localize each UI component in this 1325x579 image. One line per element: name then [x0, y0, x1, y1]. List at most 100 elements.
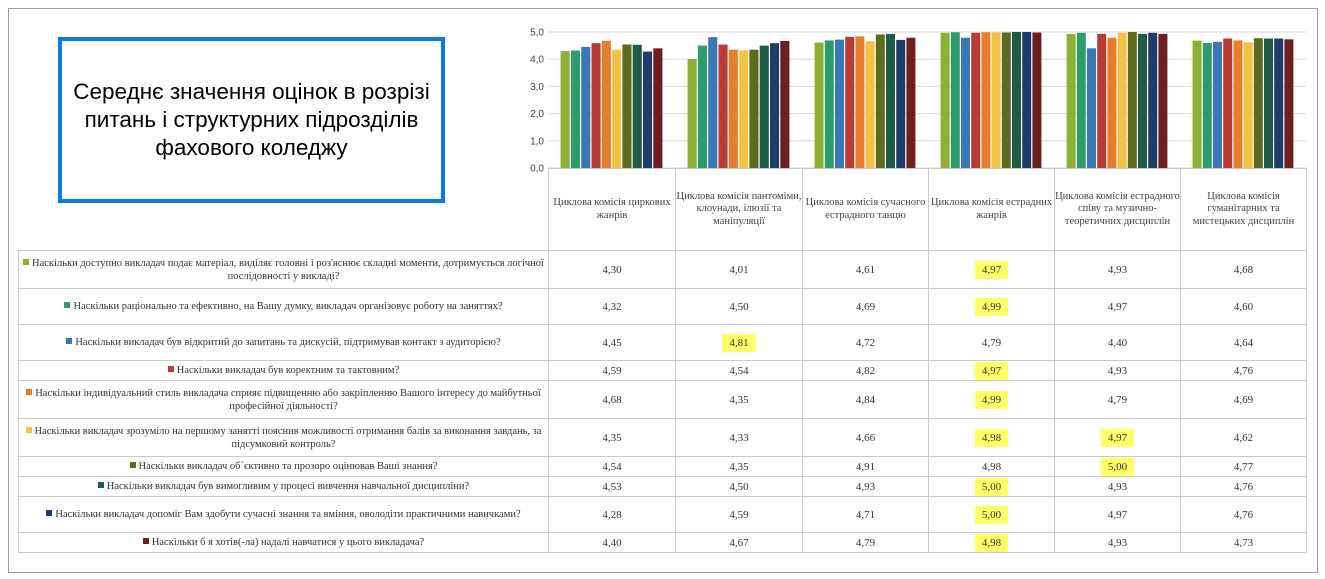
table-row: Наскільки б я хотів(-ла) надалі навчатис…: [18, 532, 1307, 553]
value-label: 4,97: [1100, 428, 1135, 447]
y-tick-label: 2,0: [530, 109, 544, 120]
value-label: 4,64: [1233, 336, 1254, 349]
legend-swatch: [46, 510, 53, 516]
bar: [1022, 32, 1032, 168]
value-cell: 4,40: [1054, 324, 1181, 361]
value-cell: 4,35: [548, 418, 676, 457]
bar: [1192, 40, 1202, 169]
value-label: 4,97: [974, 361, 1009, 380]
bar: [1012, 32, 1021, 168]
category-header: Циклова комісія естрадного співу та музи…: [1054, 168, 1181, 251]
value-label: 4,91: [855, 460, 876, 473]
value-cell: 4,79: [802, 532, 929, 553]
table-row: Наскільки викладач зрозуміло на першому …: [18, 418, 1307, 457]
bar: [1284, 39, 1294, 169]
value-label: 4,40: [602, 536, 622, 549]
bar: [1097, 33, 1107, 169]
value-label: 4,68: [602, 393, 622, 406]
value-cell: 4,81: [675, 324, 803, 361]
table-row: Наскільки викладач був вимогливим у проц…: [18, 476, 1307, 497]
bar: [622, 44, 632, 169]
bar: [950, 32, 960, 168]
y-tick-label: 5,0: [530, 28, 544, 39]
value-label: 4,99: [974, 297, 1009, 316]
value-label: 4,54: [602, 460, 622, 473]
value-cell: 4,76: [1180, 476, 1307, 497]
table-row: Наскільки викладач був коректним та такт…: [18, 360, 1307, 381]
value-cell: 5,00: [928, 476, 1055, 497]
value-label: 5,00: [974, 477, 1009, 496]
value-cell: 4,68: [1180, 250, 1307, 289]
value-label: 4,30: [602, 263, 622, 276]
value-label: 4,93: [1107, 263, 1128, 276]
value-label: 4,28: [602, 508, 622, 521]
value-cell: 5,00: [928, 496, 1055, 533]
y-tick-label: 0,0: [530, 164, 544, 175]
bar: [1213, 41, 1222, 168]
y-tick-label: 4,0: [530, 55, 544, 66]
bar: [814, 42, 824, 168]
value-cell: 4,60: [1180, 288, 1307, 325]
value-label: 4,35: [602, 431, 622, 444]
bar: [1117, 32, 1127, 168]
value-cell: 5,00: [1054, 456, 1181, 477]
legend-swatch: [25, 426, 32, 433]
value-cell: 4,76: [1180, 496, 1307, 533]
bar: [759, 45, 769, 168]
value-cell: 4,93: [1054, 360, 1181, 381]
value-label: 4,93: [1107, 364, 1128, 377]
bar: [1233, 40, 1243, 168]
value-label: 4,97: [974, 260, 1009, 279]
value-label: 4,79: [1107, 393, 1128, 406]
value-label: 4,98: [974, 428, 1009, 447]
bar: [1202, 42, 1212, 168]
value-label: 4,35: [729, 393, 749, 406]
series-legend-label: Наскільки викладач був коректним та такт…: [18, 360, 549, 381]
bar: [1087, 48, 1096, 168]
value-cell: 4,35: [675, 380, 803, 419]
value-label: 4,50: [729, 480, 749, 493]
value-cell: 4,93: [1054, 250, 1181, 289]
value-label: 4,35: [729, 460, 749, 473]
value-label: 4,97: [1107, 508, 1128, 521]
value-label: 4,93: [855, 480, 876, 493]
series-name: Наскільки викладач був відкритий до запи…: [75, 337, 501, 348]
series-legend-label: Наскільки викладач зрозуміло на першому …: [18, 418, 549, 457]
value-label: 4,66: [855, 431, 876, 444]
value-cell: 4,97: [1054, 496, 1181, 533]
value-label: 4,77: [1233, 460, 1254, 473]
value-cell: 4,59: [548, 360, 676, 381]
value-cell: 4,93: [1054, 476, 1181, 497]
table-corner: [19, 169, 549, 251]
legend-swatch: [23, 258, 30, 265]
category-header: Циклова комісія гуманітарних та мистецьк…: [1180, 168, 1307, 251]
value-label: 4,98: [981, 460, 1002, 473]
table-row: Наскільки раціонально та ефективно, на В…: [18, 288, 1307, 325]
value-cell: 4,54: [548, 456, 676, 477]
series-name: Наскільки викладач об`єктивно та прозоро…: [138, 461, 438, 472]
bar: [1264, 38, 1273, 168]
category-header: Циклова комісія сучасного естрадного тан…: [802, 168, 929, 251]
y-tick-label: 1,0: [530, 136, 544, 147]
value-cell: 4,97: [1054, 288, 1181, 325]
series-name: Наскільки б я хотів(-ла) надалі навчатис…: [151, 537, 425, 548]
chart-title-box: Середнє значення оцінок в розрізі питань…: [58, 37, 445, 203]
legend-swatch: [64, 302, 71, 308]
value-cell: 4,40: [548, 532, 676, 553]
value-cell: 4,99: [928, 288, 1055, 325]
bar: [560, 51, 570, 168]
value-label: 4,33: [729, 431, 749, 444]
value-cell: 4,77: [1180, 456, 1307, 477]
bar: [961, 37, 970, 169]
category-header: Циклова комісія естрадних жанрів: [928, 168, 1055, 251]
value-cell: 4,98: [928, 532, 1055, 553]
legend-swatch: [129, 462, 136, 468]
value-label: 4,50: [729, 300, 749, 313]
bar: [981, 32, 991, 168]
value-cell: 4,98: [928, 456, 1055, 477]
bar: [991, 32, 1001, 168]
value-label: 4,93: [1107, 480, 1128, 493]
value-label: 4,71: [855, 508, 876, 521]
bar: [971, 32, 981, 168]
y-tick-label: 3,0: [530, 82, 544, 93]
